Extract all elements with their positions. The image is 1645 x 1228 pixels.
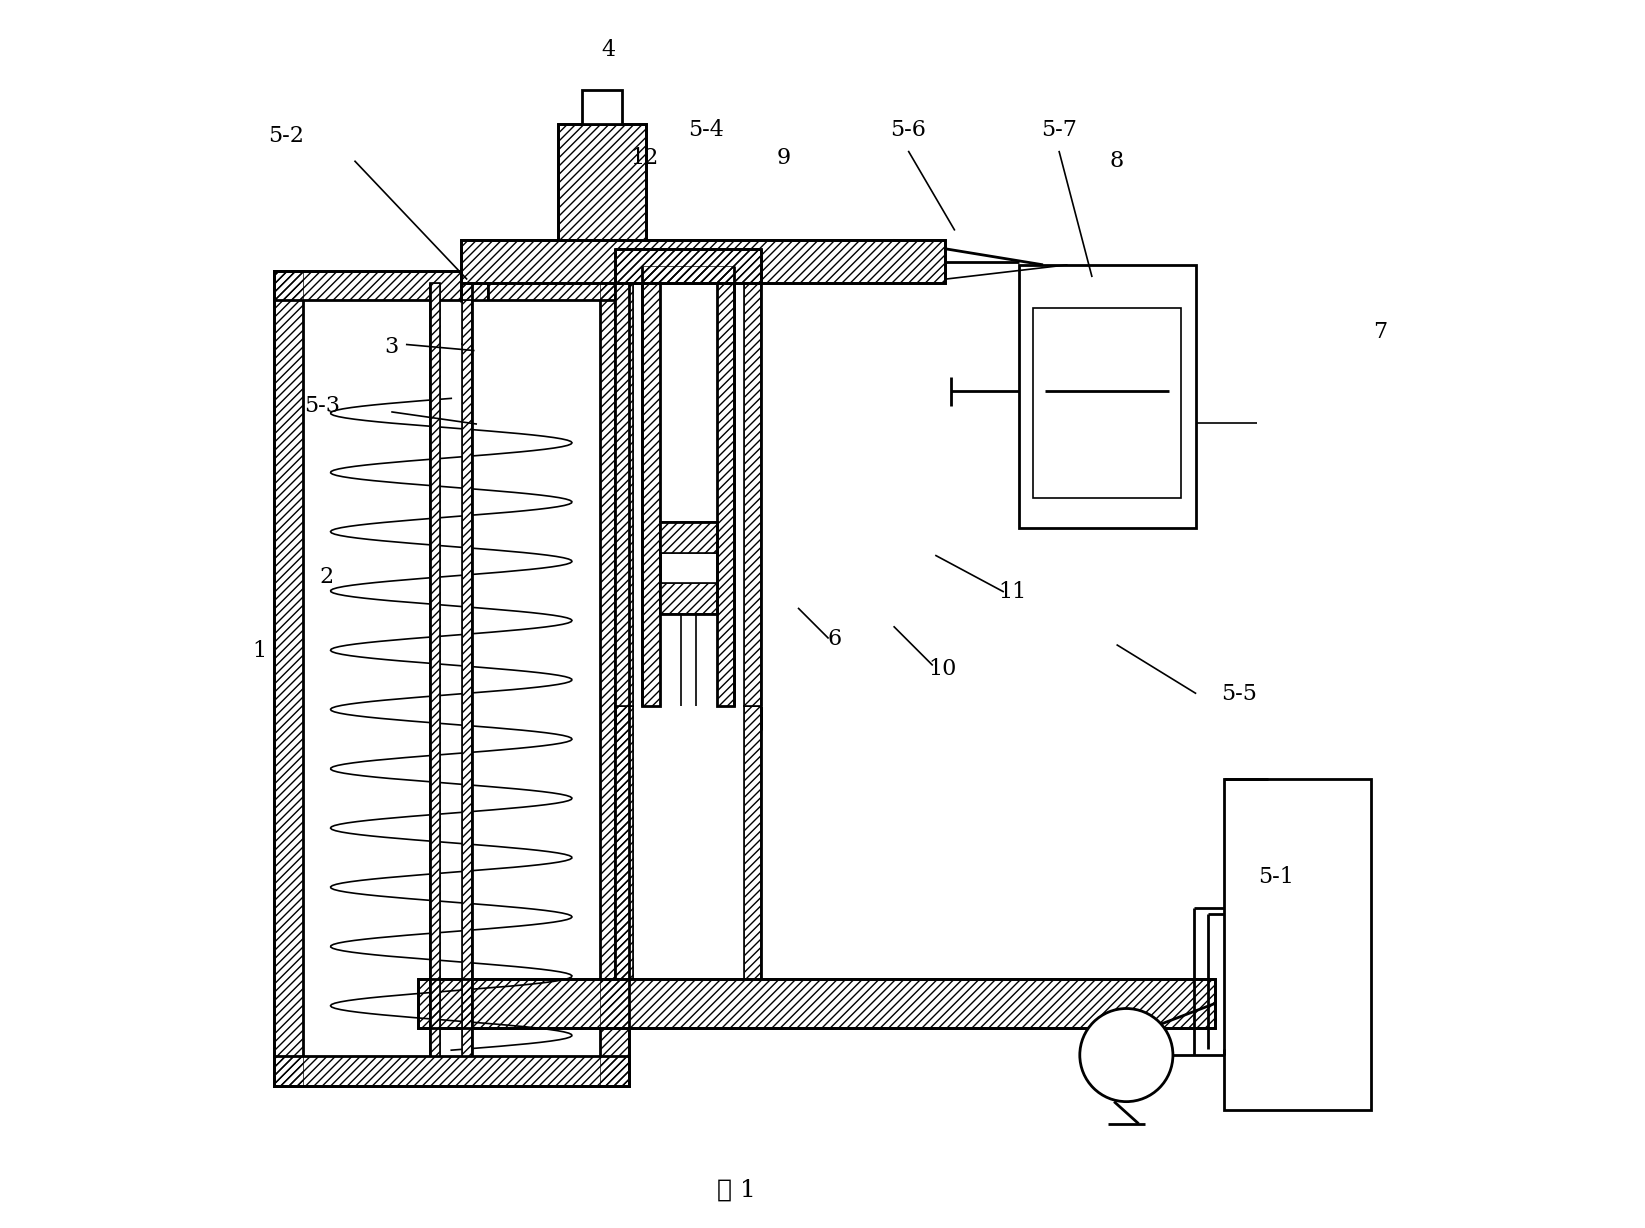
Bar [418, 979, 1214, 1028]
Bar [744, 284, 762, 706]
Bar [615, 284, 633, 706]
Bar [717, 284, 734, 706]
Bar [615, 706, 633, 979]
Text: 2: 2 [319, 566, 334, 588]
Bar [660, 522, 717, 553]
Bar [643, 284, 660, 706]
Bar [462, 284, 472, 1056]
Bar [599, 271, 628, 1086]
Bar [461, 284, 489, 301]
Text: 9: 9 [776, 147, 790, 169]
Bar [273, 271, 628, 301]
Circle shape [1079, 1008, 1173, 1102]
Text: 1: 1 [252, 640, 266, 662]
Bar [273, 1056, 628, 1086]
Bar [273, 271, 628, 1086]
Text: 6: 6 [827, 628, 842, 650]
Bar [660, 583, 717, 614]
Bar [558, 124, 646, 241]
Text: 图 1: 图 1 [717, 1179, 757, 1201]
Text: 5-4: 5-4 [688, 119, 724, 141]
Text: 7: 7 [1374, 322, 1387, 343]
Bar [461, 241, 944, 284]
Text: 8: 8 [1109, 150, 1124, 172]
Bar [431, 284, 441, 1056]
Bar [273, 1056, 628, 1086]
Bar [717, 284, 734, 706]
Bar [660, 522, 717, 553]
Bar [643, 284, 660, 706]
Bar [273, 271, 628, 301]
Bar [643, 266, 734, 284]
Text: 5-1: 5-1 [1258, 867, 1293, 888]
Bar [273, 271, 303, 1086]
Text: 5-7: 5-7 [1041, 119, 1077, 141]
Bar [431, 284, 441, 1056]
Bar [558, 124, 646, 241]
Bar [418, 979, 1214, 1028]
Text: 4: 4 [600, 39, 615, 61]
Bar [744, 706, 762, 979]
Bar [558, 124, 646, 241]
Text: 11: 11 [999, 581, 1026, 603]
Text: 12: 12 [630, 147, 660, 169]
Bar [461, 284, 489, 301]
Bar [1018, 265, 1196, 528]
Bar [660, 522, 717, 614]
Bar [461, 241, 944, 284]
Bar [273, 271, 303, 1086]
Bar [660, 583, 717, 614]
Bar [599, 271, 628, 1086]
Bar [418, 979, 1214, 1028]
Text: 5-6: 5-6 [890, 119, 926, 141]
Text: 3: 3 [383, 336, 398, 357]
Bar [461, 241, 944, 284]
Bar [615, 249, 762, 284]
Text: 5-3: 5-3 [304, 394, 341, 416]
Bar [462, 284, 472, 1056]
Bar [1033, 308, 1181, 497]
Bar [744, 706, 762, 979]
Text: 5-2: 5-2 [268, 125, 304, 147]
Bar [744, 284, 762, 706]
Text: 5-5: 5-5 [1221, 683, 1257, 705]
Bar [1224, 780, 1372, 1110]
Bar [615, 284, 633, 706]
Text: 10: 10 [928, 658, 957, 680]
Bar [643, 266, 734, 284]
Bar [615, 706, 633, 979]
Bar [615, 249, 762, 284]
Bar [582, 90, 622, 124]
